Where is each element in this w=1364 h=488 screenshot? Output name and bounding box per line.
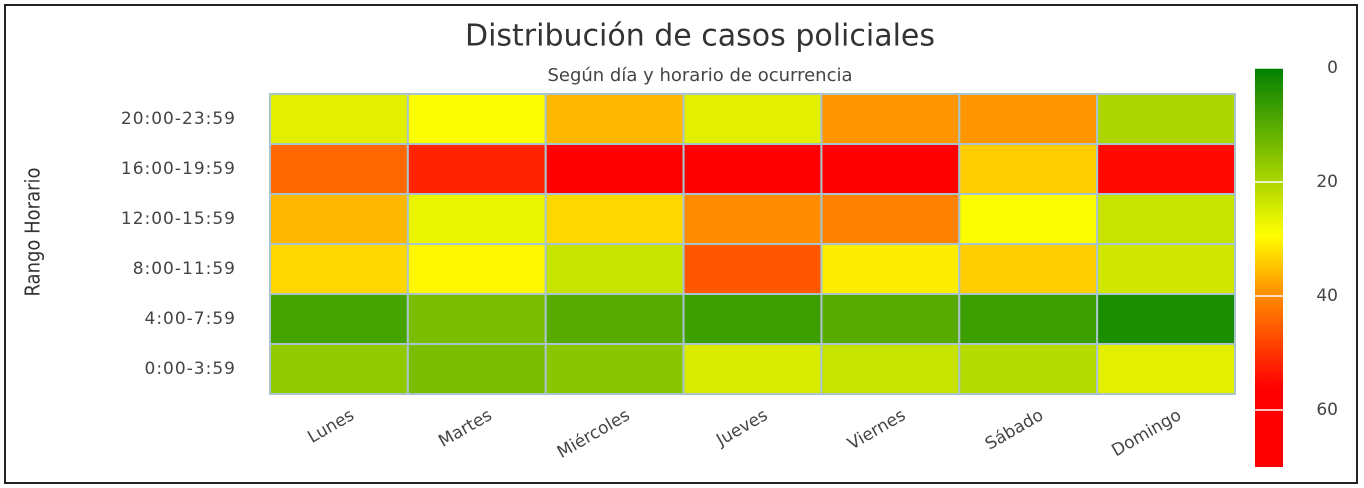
heatmap-cell	[820, 343, 961, 395]
heatmap-cell	[544, 93, 685, 145]
heatmap-cell	[958, 293, 1099, 345]
heatmap-cell	[544, 293, 685, 345]
heatmap-cell	[544, 143, 685, 195]
heatmap-cell	[544, 193, 685, 245]
heatmap-cell	[820, 143, 961, 195]
y-tick-label: 4:00-7:59	[145, 309, 237, 329]
heatmap-cell	[406, 343, 547, 395]
heatmap-cell	[269, 143, 409, 195]
heatmap-cell	[544, 343, 685, 395]
colorbar-tick-label: 60	[1316, 400, 1338, 420]
heatmap-cell	[406, 93, 547, 145]
heatmap-cell	[958, 93, 1099, 145]
chart-subtitle: Según día y horario de ocurrencia	[547, 65, 852, 86]
heatmap-cell	[958, 243, 1099, 295]
heatmap-cell	[406, 193, 547, 245]
heatmap-cell	[269, 193, 409, 245]
heatmap-cell	[958, 343, 1099, 395]
y-tick-label: 8:00-11:59	[133, 259, 236, 279]
heatmap-cell	[820, 193, 961, 245]
colorbar-tick-label: 20	[1316, 172, 1338, 192]
y-tick-label: 0:00-3:59	[145, 359, 237, 379]
heatmap-cell	[682, 93, 823, 145]
colorbar-tick-label: 40	[1316, 286, 1338, 306]
heatmap-cell	[682, 243, 823, 295]
y-axis-title: Rango Horario	[21, 168, 45, 297]
colorbar	[1255, 68, 1283, 467]
heatmap-cell	[682, 343, 823, 395]
heatmap-cell	[682, 193, 823, 245]
heatmap-cell	[269, 343, 409, 395]
heatmap-cell	[682, 143, 823, 195]
heatmap-cell	[682, 293, 823, 345]
heatmap-cell	[958, 193, 1099, 245]
heatmap-cell	[958, 143, 1099, 195]
chart-title: Distribución de casos policiales	[465, 19, 935, 54]
y-tick-label: 16:00-19:59	[121, 159, 236, 179]
colorbar-tick-label: 0	[1327, 58, 1338, 78]
y-tick-label: 20:00-23:59	[121, 109, 236, 129]
y-tick-label: 12:00-15:59	[121, 209, 236, 229]
heatmap-cell	[406, 243, 547, 295]
heatmap-cell	[544, 243, 685, 295]
heatmap-cell	[820, 243, 961, 295]
heatmap-cell	[269, 243, 409, 295]
heatmap-cell	[820, 293, 961, 345]
heatmap-cell	[1096, 343, 1236, 395]
heatmap-cell	[1096, 243, 1236, 295]
heatmap-cell	[1096, 93, 1236, 145]
heatmap-cell	[269, 93, 409, 145]
heatmap-cell	[406, 143, 547, 195]
heatmap-cell	[1096, 143, 1236, 195]
heatmap-cell	[269, 293, 409, 345]
heatmap-cell	[1096, 193, 1236, 245]
heatmap-cell	[1096, 293, 1236, 345]
heatmap-cell	[820, 93, 961, 145]
heatmap-cell	[406, 293, 547, 345]
